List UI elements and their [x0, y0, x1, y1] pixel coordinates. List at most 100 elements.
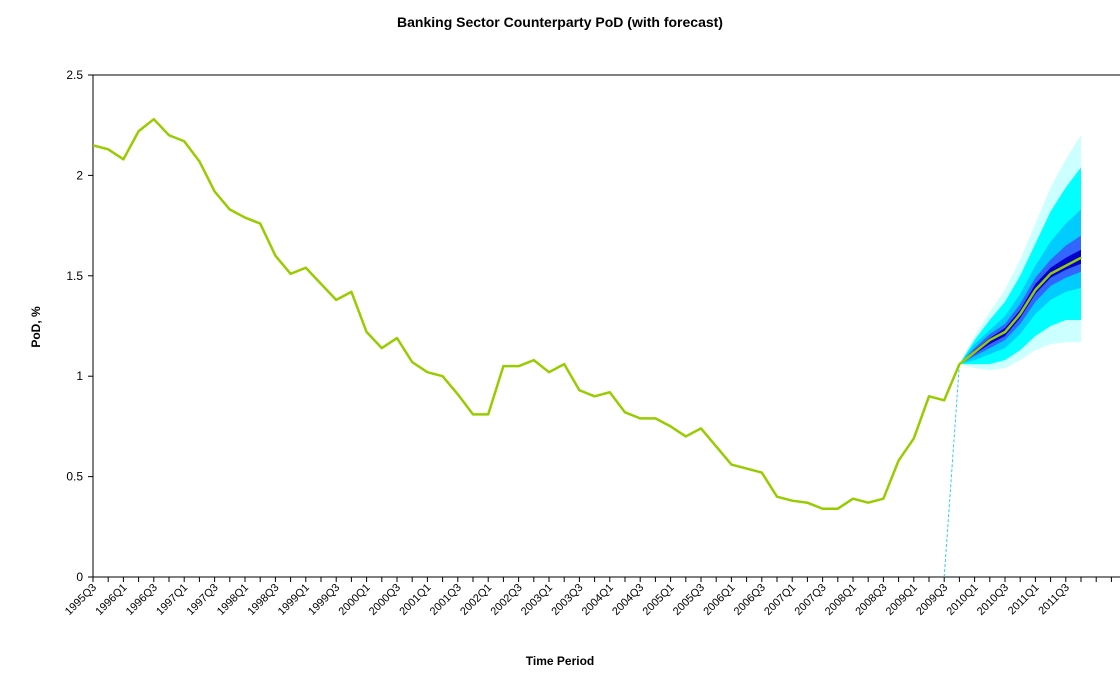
data-point [320, 283, 322, 285]
x-axis-title: Time Period [526, 654, 594, 668]
x-tick-label: 2005Q1 [641, 582, 677, 618]
data-point [365, 331, 368, 333]
data-point [563, 363, 565, 365]
x-tick-label: 1996Q3 [124, 582, 160, 618]
x-tick-label: 2002Q1 [458, 582, 494, 618]
data-point [122, 158, 125, 161]
x-tick-label: 2003Q1 [519, 582, 555, 618]
data-point [457, 393, 459, 396]
x-tick-label: 2010Q1 [945, 582, 981, 618]
data-point [93, 144, 94, 147]
data-point [1034, 289, 1037, 291]
x-tick-label: 1997Q1 [154, 582, 190, 618]
forecast-divider [943, 364, 960, 578]
data-point [730, 463, 733, 466]
data-point [806, 501, 809, 504]
data-point [411, 361, 414, 363]
x-tick-label: 2001Q3 [428, 582, 464, 618]
data-point [396, 337, 398, 339]
data-point [578, 389, 581, 392]
data-point [639, 417, 641, 420]
x-tick-label: 2001Q1 [397, 582, 433, 618]
x-tick-label: 2008Q3 [853, 582, 889, 618]
data-point [624, 411, 626, 414]
x-tick-label: 1999Q1 [276, 582, 312, 618]
series-line [93, 117, 961, 510]
data-point [305, 266, 307, 269]
data-point [548, 371, 550, 373]
data-point [183, 140, 185, 143]
y-tick-label: 2 [76, 168, 83, 182]
x-tick-label: 2004Q3 [610, 582, 646, 618]
data-point [426, 371, 429, 373]
x-tick-label: 2002Q3 [489, 582, 525, 618]
x-tick-label: 1998Q1 [215, 582, 251, 618]
fan-band [959, 249, 1081, 365]
x-tick-label: 1995Q3 [63, 582, 99, 618]
data-point [1004, 331, 1006, 333]
data-point [989, 339, 991, 341]
data-point [274, 254, 277, 257]
x-tick-label: 2003Q3 [549, 582, 585, 618]
data-point [198, 160, 201, 163]
data-point [1080, 256, 1082, 259]
x-tick-label: 2011Q3 [1036, 582, 1072, 618]
x-tick-label: 2000Q1 [337, 582, 373, 618]
data-point [472, 413, 474, 416]
x-tick-label: 2006Q3 [732, 582, 768, 618]
x-tick-label: 2009Q1 [884, 582, 920, 618]
data-point [958, 363, 961, 365]
y-tick-label: 1.5 [66, 269, 83, 283]
x-tick-label: 1999Q3 [306, 582, 342, 618]
data-point [715, 445, 717, 448]
y-tick-label: 0.5 [66, 470, 83, 484]
x-tick-label: 1998Q3 [245, 582, 281, 618]
data-point [213, 190, 216, 193]
x-tick-label: 2006Q1 [701, 582, 737, 618]
x-tick-label: 1997Q3 [185, 582, 221, 618]
x-tick-label: 2007Q1 [762, 582, 798, 618]
x-tick-label: 2007Q3 [793, 582, 829, 618]
data-point [669, 425, 672, 428]
data-point [1019, 313, 1021, 315]
x-tick-label: 1996Q1 [93, 582, 129, 618]
y-tick-label: 2.5 [66, 68, 83, 82]
data-point [654, 417, 657, 420]
data-point [137, 130, 140, 133]
data-point [107, 148, 109, 151]
data-point [153, 118, 155, 120]
data-point [259, 222, 262, 225]
data-point [1065, 264, 1067, 267]
fan-band [959, 167, 1081, 365]
data-point [943, 399, 945, 402]
data-point [381, 347, 383, 349]
data-point [229, 208, 231, 211]
y-tick-label: 0 [76, 570, 83, 584]
data-point [350, 291, 353, 293]
y-axis-title: PoD, % [29, 306, 43, 348]
data-point [168, 134, 170, 137]
data-point [821, 507, 824, 510]
chart-title: Banking Sector Counterparty PoD (with fo… [397, 14, 723, 30]
y-tick-label: 1 [76, 369, 83, 383]
fan-band [959, 209, 1081, 365]
x-tick-label: 2009Q3 [914, 582, 950, 618]
data-point [776, 495, 778, 498]
data-point [685, 435, 687, 438]
data-point [244, 216, 246, 219]
data-point [517, 365, 520, 367]
data-point [761, 471, 763, 474]
data-point [897, 459, 900, 462]
data-point [852, 497, 854, 500]
data-point [700, 427, 702, 430]
plot-area: 0 0.5 1 1.5 2 2.5 1995Q31996Q11996Q31997Q11997… [63, 68, 1120, 618]
x-tick-label: 2011Q1 [1006, 582, 1042, 618]
data-point [745, 467, 748, 470]
data-point [928, 395, 930, 398]
data-point [593, 395, 596, 398]
data-point [913, 437, 915, 440]
data-point [882, 497, 885, 500]
x-tick-label: 2005Q3 [671, 582, 707, 618]
data-point [533, 359, 535, 361]
data-point [487, 413, 490, 416]
